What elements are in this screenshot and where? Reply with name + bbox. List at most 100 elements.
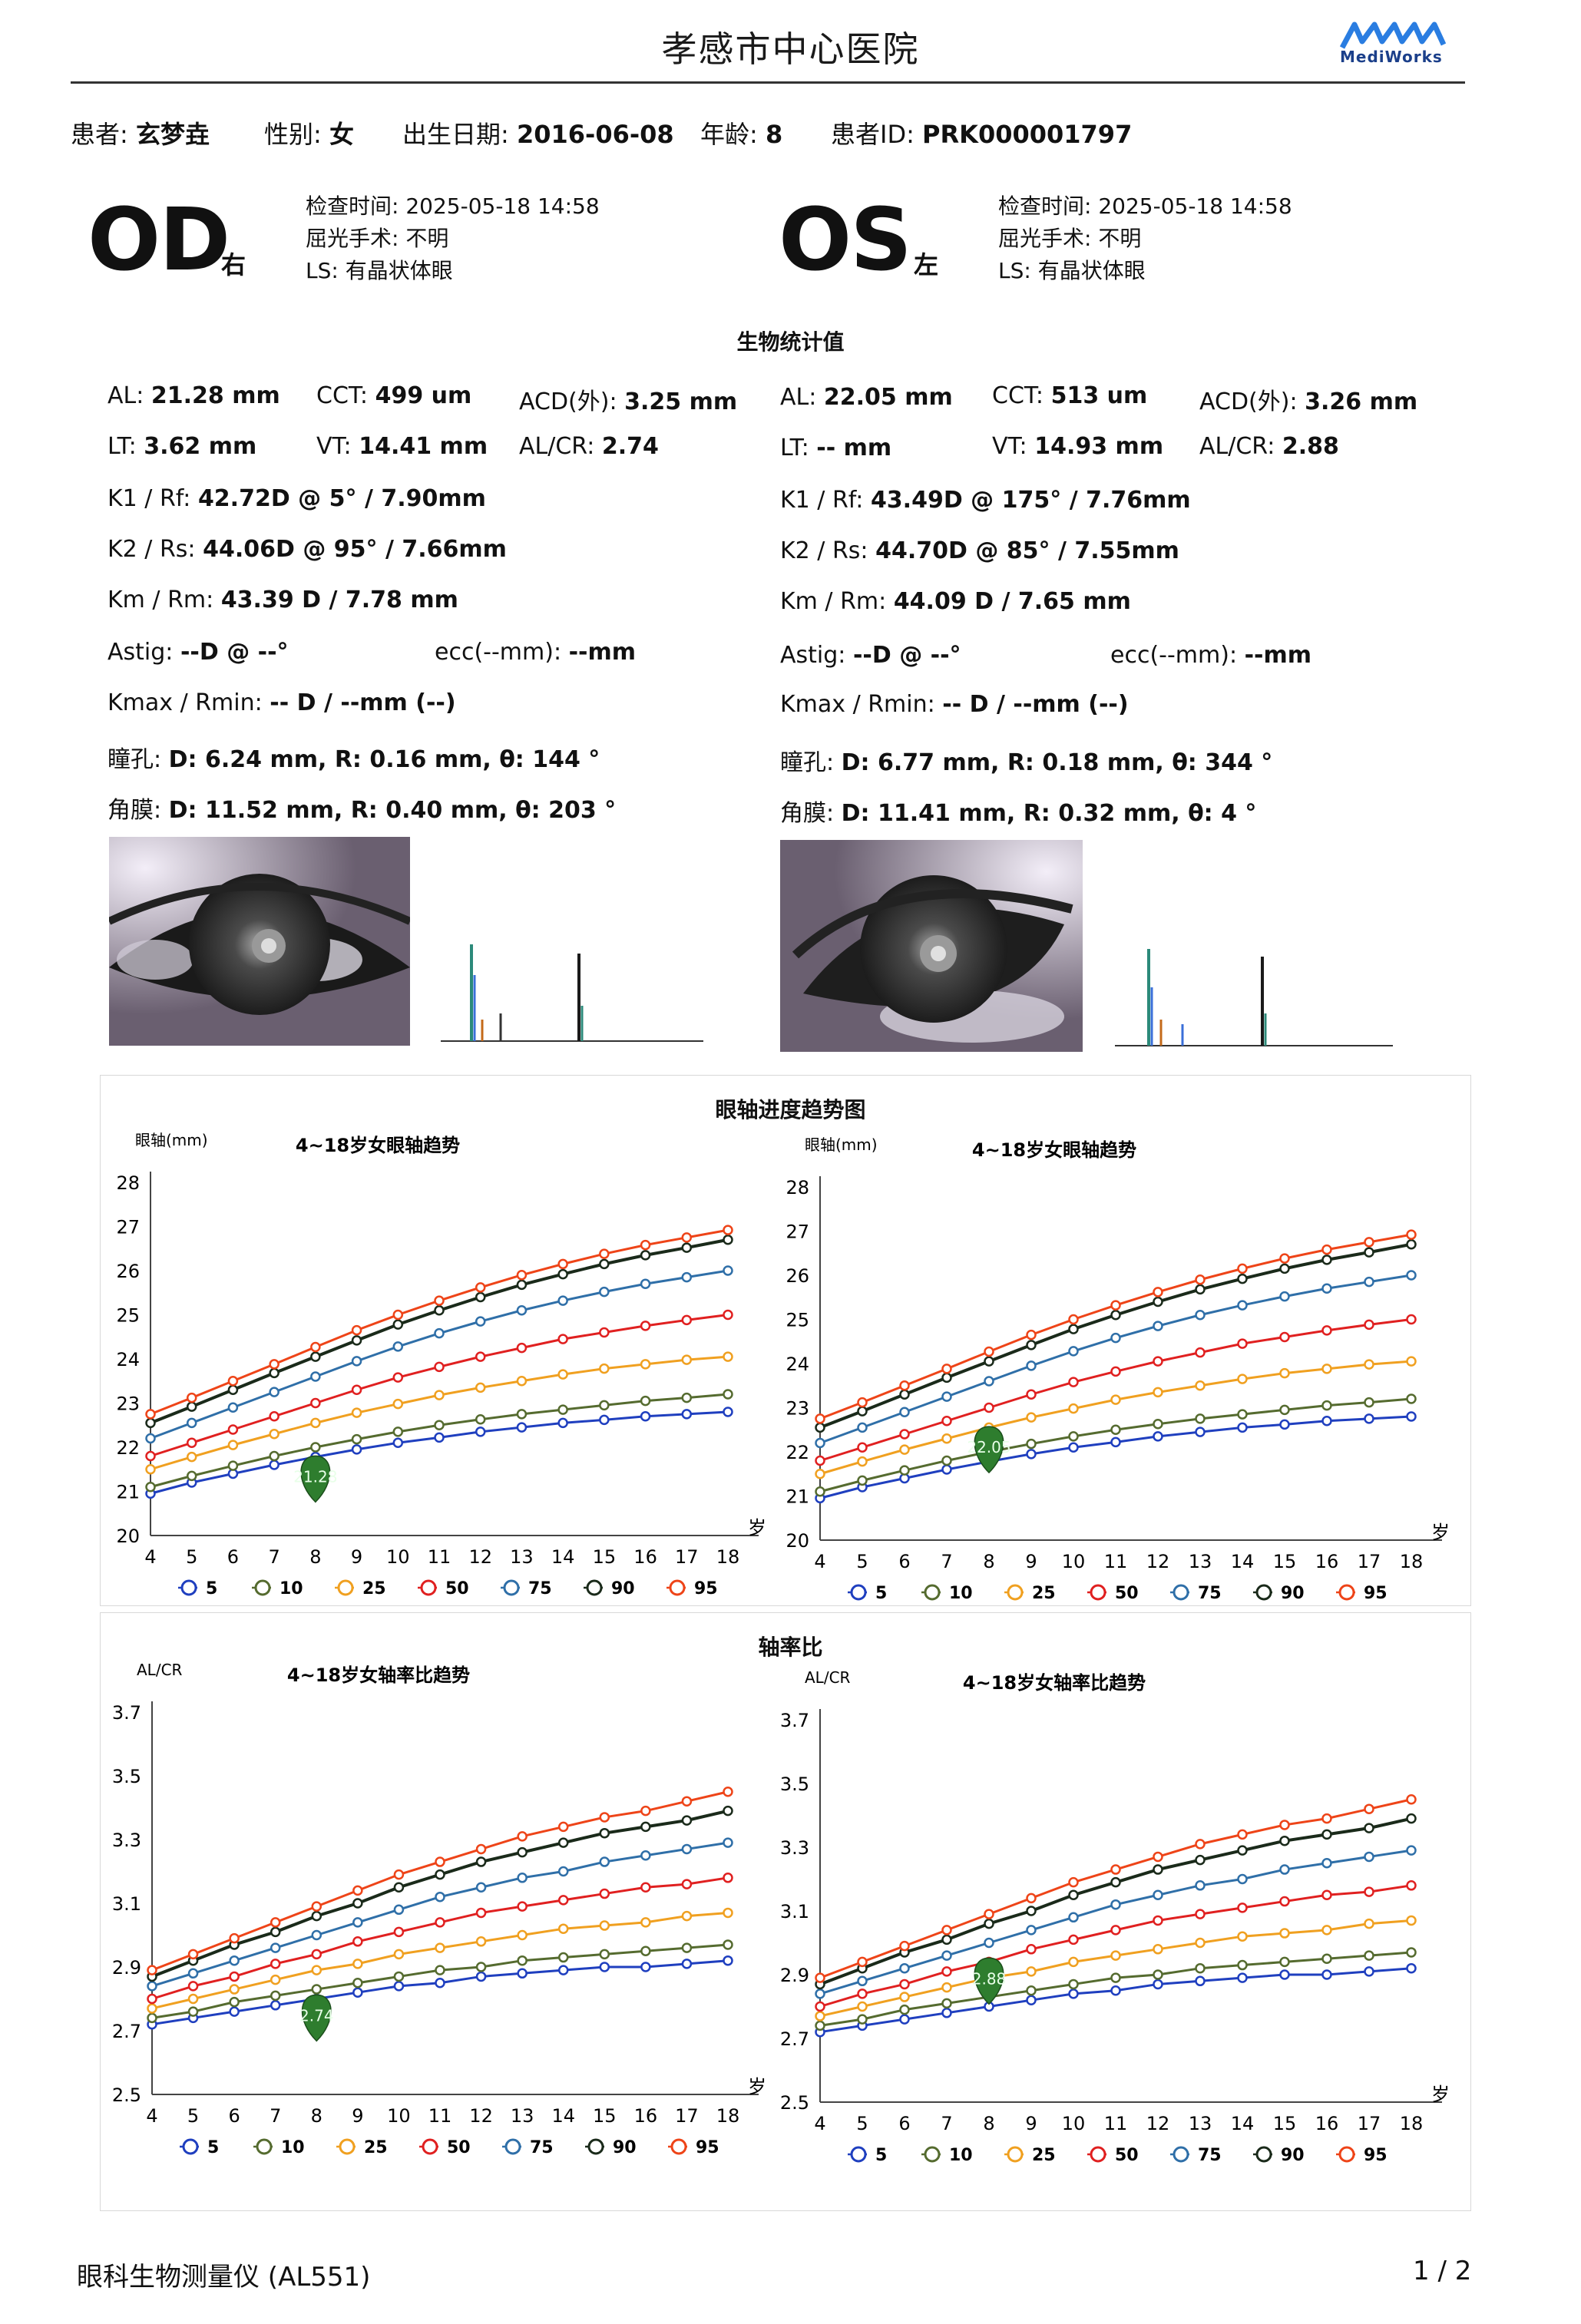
series-point-p90 <box>1026 1906 1037 1916</box>
series-point-p10 <box>1195 1962 1206 1974</box>
ratio-os-chart: 4~18岁女轴率比趋势 AL/CR 岁 2.5 2.7 2.9 3.1 3.3 3.5 3.7 4 5… <box>780 1668 1450 2165</box>
series-point-p25 <box>270 1974 281 1985</box>
x-tick-label: 12 <box>1146 2113 1170 2134</box>
os-astig: Astig: --D @ --° <box>780 642 961 669</box>
series-point-p10 <box>1110 1424 1121 1435</box>
os-acd: ACD(外): 3.26 mm <box>1199 388 1418 415</box>
series-point-p5 <box>351 1444 362 1455</box>
series-point-p10 <box>187 2006 199 2017</box>
series-point-p25 <box>899 1444 910 1455</box>
series-point-p75 <box>270 1942 281 1953</box>
series-point-p90 <box>1195 1284 1206 1295</box>
patient-dob: 出生日期: 2016-06-08 <box>402 120 674 149</box>
legend-label-p25: 25 <box>1032 2146 1056 2165</box>
series-point-p50 <box>1026 1389 1037 1400</box>
series-point-p50 <box>186 1437 197 1448</box>
series-point-p10 <box>352 1978 363 1988</box>
x-tick-label: 4 <box>814 1551 825 1572</box>
series-point-p90 <box>1153 1296 1163 1307</box>
x-tick-label: 5 <box>186 1546 197 1568</box>
od-k2: K2 / Rs: 44.06D @ 95° / 7.66mm <box>107 536 507 563</box>
x-tick-label: 6 <box>229 2105 240 2127</box>
legend-marker-p50 <box>1090 2146 1106 2163</box>
series-point-p75 <box>435 1891 445 1903</box>
series-point-p75 <box>187 1968 199 1979</box>
x-tick-label: 8 <box>309 1546 321 1568</box>
series-point-p10 <box>899 2004 910 2015</box>
series-point-p90 <box>599 1827 610 1839</box>
ratio-panel <box>100 1612 1471 2211</box>
series-point-p95 <box>1153 1851 1163 1863</box>
series-point-p50 <box>815 1455 825 1466</box>
legend-label-p90: 90 <box>1281 2146 1305 2165</box>
series-point-p25 <box>723 1351 733 1362</box>
series-point-p75 <box>899 1962 910 1974</box>
series-point-p50 <box>1153 1915 1163 1926</box>
series-point-p90 <box>1068 1889 1079 1900</box>
series-point-p25 <box>1364 1918 1374 1929</box>
y-tick-label: 22 <box>116 1437 140 1459</box>
series-point-p95 <box>557 1821 569 1833</box>
legend-label-p75: 75 <box>528 1579 552 1598</box>
series-point-p5 <box>599 1414 610 1426</box>
series-point-p95 <box>899 1940 910 1952</box>
series-point-p10 <box>186 1470 197 1482</box>
series-point-p25 <box>815 1469 825 1479</box>
series-point-p10 <box>1321 1400 1332 1411</box>
series-point-p10 <box>475 1962 487 1972</box>
series-point-p10 <box>640 1945 651 1956</box>
series-point-p90 <box>984 1356 994 1367</box>
x-tick-label: 4 <box>814 2113 825 2134</box>
series-point-p75 <box>1110 1332 1121 1344</box>
legend-marker-p50 <box>422 2138 438 2155</box>
x-tick-label: 12 <box>469 2105 493 2127</box>
series-point-p10 <box>351 1433 362 1445</box>
series-point-p25 <box>1406 1356 1417 1367</box>
legend-marker-p5 <box>850 2146 867 2163</box>
series-point-p50 <box>1279 1331 1290 1343</box>
series-point-p25 <box>147 2003 157 2014</box>
series-point-p50 <box>227 1424 239 1435</box>
legend-marker-p95 <box>1338 2146 1355 2163</box>
series-point-p10 <box>1153 1969 1163 1980</box>
series-point-p25 <box>310 1417 321 1429</box>
series-point-p90 <box>1364 1823 1374 1833</box>
series-point-p95 <box>311 1901 322 1912</box>
y-tick-label: 3.1 <box>780 1901 809 1922</box>
series-point-p25 <box>186 1451 197 1463</box>
series-point-p25 <box>475 1936 487 1947</box>
x-tick-label: 14 <box>551 2105 575 2127</box>
x-tick-label: 7 <box>941 2113 952 2134</box>
x-tick-label: 17 <box>1358 2113 1381 2134</box>
series-point-p50 <box>269 1411 279 1422</box>
series-point-p5 <box>1321 1969 1332 1980</box>
series-point-p25 <box>681 1910 693 1922</box>
series-point-p5 <box>393 1981 405 1992</box>
series-point-p90 <box>899 1389 910 1400</box>
y-tick-label: 27 <box>116 1217 140 1238</box>
series-point-p10 <box>941 1998 952 2009</box>
device-name: 眼科生物测量仪 (AL551) <box>77 2262 371 2293</box>
y-tick-label: 2.9 <box>112 1957 141 1979</box>
series-point-p25 <box>941 1982 952 1993</box>
series-point-p75 <box>815 1437 825 1449</box>
y-tick-label: 3.7 <box>780 1710 809 1731</box>
series-point-p95 <box>984 1909 994 1919</box>
legend-marker-p5 <box>850 1584 867 1601</box>
y-tick-label: 2.9 <box>780 1965 809 1986</box>
series-point-p10 <box>1195 1413 1206 1424</box>
od-ls: LS: 有晶状体眼 <box>306 258 453 283</box>
series-point-p50 <box>1364 1319 1374 1331</box>
y-axis-label: 眼轴(mm) <box>805 1136 878 1154</box>
series-point-p25 <box>899 1992 910 2002</box>
series-point-p25 <box>1237 1374 1248 1384</box>
od-exam-time: 检查时间: 2025-05-18 14:58 <box>306 193 600 219</box>
series-point-p95 <box>310 1341 321 1353</box>
od-meta: 检查时间: 2025-05-18 14:58 屈光手术: 不明 LS: 有晶状体… <box>306 190 600 287</box>
series-point-p25 <box>435 1942 445 1953</box>
series-point-p75 <box>352 1917 363 1928</box>
os-a-scan <box>1115 949 1393 1046</box>
series-point-p95 <box>1321 1813 1332 1824</box>
series-point-p50 <box>1068 1934 1079 1945</box>
series-point-p50 <box>229 1971 240 1982</box>
